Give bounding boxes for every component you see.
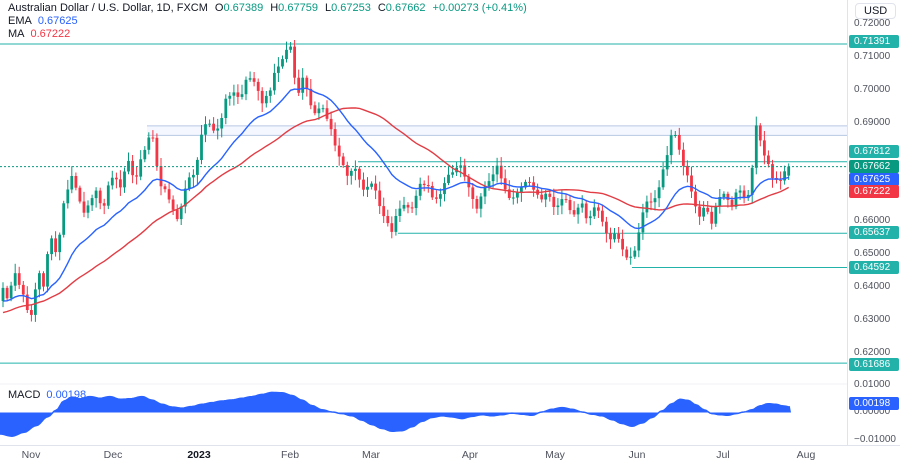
time-axis-label: 2023: [187, 449, 211, 461]
price-zone-band: [147, 125, 847, 136]
chart-canvas[interactable]: [0, 0, 847, 445]
axis-separator-horizontal: [0, 445, 900, 446]
time-axis-label: May: [545, 449, 565, 461]
price-tick-label: 0.69000: [854, 116, 891, 128]
ohlc-value: 0.67253: [331, 2, 371, 14]
price-label-chip: 0.71391: [849, 35, 899, 48]
ohlc-value: 0.67389: [223, 2, 264, 14]
price-label-chip: 0.64592: [849, 261, 899, 274]
price-tick-label: 0.62000: [854, 346, 891, 358]
price-label-chip: 0.67662: [849, 160, 899, 173]
symbol-legend-row: Australian Dollar / U.S. Dollar, 1D, FXC…: [8, 2, 527, 14]
time-axis-label: Apr: [461, 449, 479, 461]
currency-unit-button[interactable]: USD: [855, 3, 897, 19]
macd-legend-row: MACD 0.00198: [8, 389, 86, 401]
price-label-chip: 0.67812: [849, 145, 899, 158]
change-value: +0.00273 (+0.41%): [432, 2, 527, 14]
candlestick-macd-chart[interactable]: [0, 0, 847, 445]
ohlc-value: 0.67662: [385, 2, 426, 14]
macd-tick-label: 0.01000: [854, 379, 891, 390]
macd-value-chip: 0.00198: [849, 397, 899, 410]
price-axis[interactable]: USD 0.72000 0.71000 0.70000 0.69000 0.66000 0…: [848, 0, 900, 445]
time-axis-label: Jun: [628, 449, 646, 461]
ema-legend-row: EMA 0.67625: [8, 15, 78, 27]
price-label-chip: 0.65637: [849, 226, 899, 239]
time-axis-label: Nov: [21, 449, 41, 461]
ma-label[interactable]: MA: [8, 28, 25, 40]
ma-value: 0.67222: [30, 28, 71, 40]
macd-value: 0.00198: [46, 389, 87, 401]
time-axis-label: Dec: [103, 449, 123, 461]
macd-label[interactable]: MACD: [8, 389, 41, 401]
ohlc-values: O0.67389 H0.67759 L0.67253 C0.67662: [208, 2, 426, 14]
ema-value: 0.67625: [37, 15, 78, 27]
time-axis-label: Jul: [716, 449, 730, 461]
symbol-title[interactable]: Australian Dollar / U.S. Dollar, 1D, FXC…: [8, 2, 208, 14]
axis-separator-vertical: [847, 0, 848, 445]
time-axis-label: Mar: [361, 449, 381, 461]
price-label-chip: 0.67222: [849, 185, 899, 198]
ohlc-key: C: [377, 2, 386, 14]
ma-legend-row: MA 0.67222: [8, 28, 70, 40]
time-axis-label: Aug: [796, 449, 816, 461]
macd-curve: [0, 391, 791, 437]
ema-label[interactable]: EMA: [8, 15, 32, 27]
ohlc-key: O: [214, 2, 224, 14]
ema-line[interactable]: [2, 87, 789, 302]
price-tick-label: 0.70000: [854, 83, 891, 95]
price-label-chip: 0.61686: [849, 358, 899, 371]
time-axis-label: Feb: [280, 449, 300, 461]
ohlc-value: 0.67759: [278, 2, 318, 14]
price-tick-label: 0.65000: [854, 248, 891, 260]
price-tick-label: 0.64000: [854, 280, 891, 292]
macd-tick-label: 0.00000: [854, 406, 891, 417]
ohlc-key: L: [324, 2, 332, 14]
ohlc-key: H: [270, 2, 279, 14]
ma-line[interactable]: [2, 107, 790, 314]
price-tick-label: 0.72000: [854, 17, 891, 29]
time-axis[interactable]: Nov Dec 2023 Feb Mar Apr May Jun Jul Aug: [0, 446, 900, 463]
price-tick-label: 0.63000: [854, 313, 891, 325]
macd-tick-label: −0.01000: [854, 434, 896, 445]
price-label-chip: 0.67625: [849, 173, 899, 186]
price-tick-label: 0.71000: [854, 50, 891, 62]
price-tick-label: 0.66000: [854, 215, 891, 227]
macd-area: [0, 392, 791, 437]
